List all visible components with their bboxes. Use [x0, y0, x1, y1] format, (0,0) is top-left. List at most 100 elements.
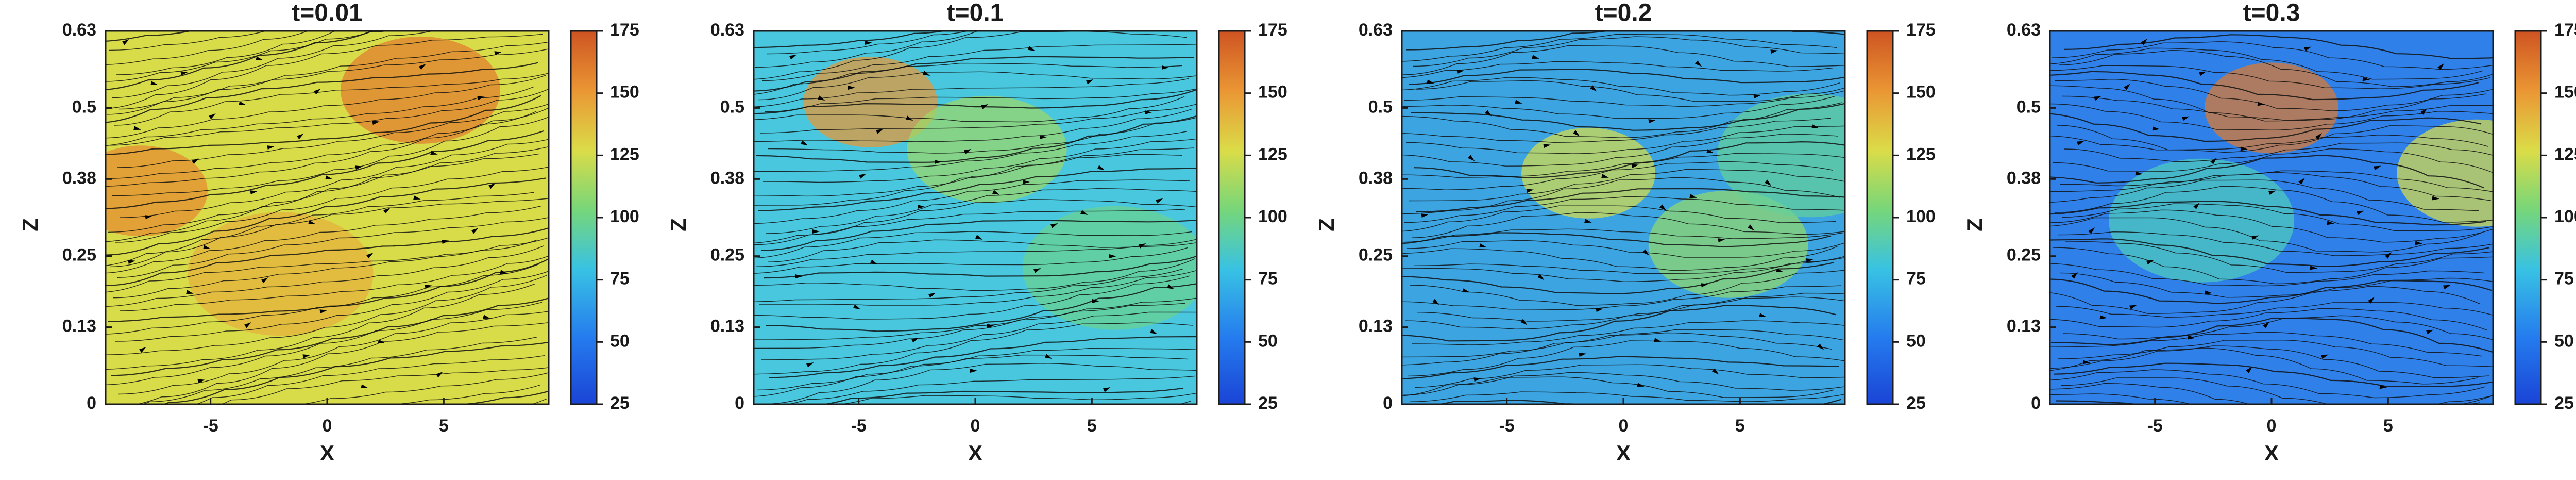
streamline-arrow: [1748, 224, 1755, 231]
streamline: [106, 239, 537, 293]
streamline-arrow: [2368, 297, 2375, 304]
colorbar-tick-label: 50: [1906, 331, 1926, 351]
streamline: [765, 88, 1197, 112]
streamline-arrow: [1642, 249, 1650, 256]
x-axis-label: X: [1616, 441, 1631, 465]
colorbar-tick-label: 50: [2554, 331, 2574, 351]
x-tick-label: 0: [1619, 416, 1629, 436]
streamline: [754, 354, 1189, 397]
streamline-arrow: [308, 220, 316, 225]
streamline-arrow: [1701, 283, 1708, 288]
streamline: [1413, 141, 1845, 178]
streamline-arrow: [963, 149, 972, 154]
streamline: [391, 385, 540, 404]
colorbar-tick-label: 100: [1906, 207, 1936, 226]
streamline: [2050, 155, 2484, 189]
streamline-arrow: [1579, 353, 1586, 357]
streamline: [1402, 332, 1832, 366]
x-tick-label: -5: [851, 416, 867, 436]
colorbar-tick-label: 150: [1258, 82, 1287, 102]
streamline: [106, 275, 547, 355]
streamline-arrow: [1806, 258, 1814, 263]
streamline-arrow: [2379, 385, 2387, 389]
streamline-arrow: [2385, 252, 2392, 259]
streamline-arrow: [1456, 70, 1464, 74]
streamline-arrow: [1155, 198, 1163, 204]
streamline: [2050, 179, 2480, 211]
y-tick-label: 0.63: [62, 20, 96, 40]
streamline-arrow: [1033, 268, 1041, 273]
streamline: [1402, 256, 1845, 283]
streamline: [106, 34, 544, 109]
heatmap-field: [754, 31, 1205, 454]
streamline: [2063, 34, 2493, 59]
streamline: [754, 154, 1183, 206]
streamline: [1402, 232, 1832, 247]
streamline-arrow: [2082, 360, 2090, 365]
streamline: [106, 31, 392, 90]
streamline: [110, 297, 549, 376]
y-axis-label: Z: [1962, 218, 1987, 231]
streamline-arrow: [1040, 135, 1047, 139]
colorbar-tick-label: 125: [1258, 144, 1287, 164]
y-tick-label: 0.38: [2007, 168, 2041, 188]
streamline-arrow: [2094, 96, 2102, 101]
streamline-arrow: [1520, 319, 1528, 325]
streamline: [2050, 278, 2492, 304]
y-tick-label: 0.5: [720, 97, 744, 117]
streamline: [117, 217, 549, 278]
streamline-arrow: [2437, 63, 2444, 70]
streamline: [762, 417, 1205, 454]
streamline: [106, 245, 545, 307]
streamline-arrow: [992, 190, 1000, 195]
streamline: [764, 363, 1197, 404]
streamline: [106, 227, 549, 286]
y-tick-label: 0.13: [1359, 317, 1393, 336]
streamline: [1402, 376, 1835, 398]
y-tick-label: 0.5: [72, 97, 96, 117]
streamline-arrow: [1138, 243, 1146, 249]
streamline-arrow: [267, 145, 275, 150]
heatmap-hotspot: [106, 145, 208, 237]
colorbar-tick-label: 150: [2554, 82, 2576, 102]
streamline: [2050, 201, 2487, 226]
streamline: [1405, 31, 1845, 51]
streamline: [106, 302, 543, 386]
streamline-arrow: [806, 362, 814, 368]
y-tick-label: 0: [2031, 393, 2041, 413]
streamline: [1411, 212, 1845, 238]
streamline: [106, 31, 193, 42]
y-tick-label: 0.63: [1359, 20, 1393, 40]
colorbar-tick-label: 25: [1258, 393, 1278, 413]
colorbar: [2514, 30, 2542, 405]
streamline: [760, 219, 1197, 251]
streamline-arrow: [1753, 94, 1761, 99]
streamline-arrow: [1023, 180, 1030, 184]
streamline: [106, 86, 534, 146]
heatmap-hotspot: [2205, 62, 2338, 154]
colorbar-tick-label: 75: [610, 269, 630, 289]
heatmap-field: [106, 31, 549, 404]
heatmap-hotspot: [1717, 93, 1845, 218]
panel-title: t=0.3: [2243, 0, 2300, 27]
colorbar-tick-label: 175: [610, 20, 639, 40]
streamline: [106, 284, 535, 370]
streamline: [2050, 347, 2478, 385]
streamline: [1406, 240, 1845, 258]
streamline: [106, 192, 535, 266]
streamline-arrow: [2135, 171, 2143, 176]
streamline-arrow: [418, 63, 426, 70]
streamline: [761, 311, 1197, 360]
panel-title: t=0.2: [1595, 0, 1652, 27]
streamline-arrow: [180, 71, 188, 76]
streamline: [2059, 170, 2493, 192]
streamline-arrow: [319, 309, 327, 314]
streamline: [1402, 285, 1841, 310]
streamline-arrow: [2124, 84, 2130, 90]
streamline: [1402, 372, 1845, 395]
x-tick-label: 5: [1735, 416, 1745, 436]
streamline: [768, 239, 1197, 262]
streamline: [1402, 61, 1833, 78]
streamline: [1413, 422, 1856, 449]
streamline-arrow: [2362, 77, 2370, 81]
